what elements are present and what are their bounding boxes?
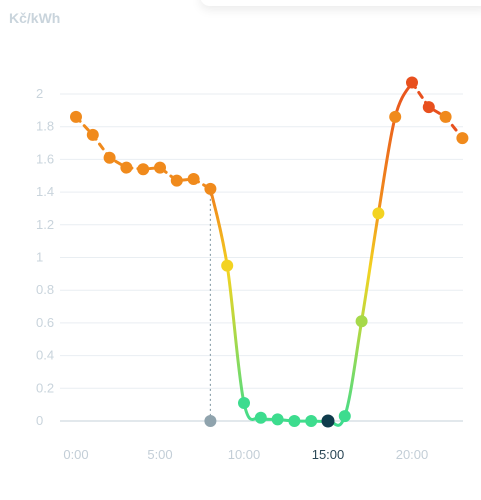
y-axis-ticks: 0 0.2 0.4 0.6 0.8 1 1.2 1.4 1.6 1.8 2: [36, 86, 54, 428]
data-point[interactable]: [288, 415, 301, 427]
data-point[interactable]: [238, 397, 250, 410]
x-tick-label: 20:00: [396, 447, 429, 462]
data-point[interactable]: [204, 182, 217, 195]
data-point[interactable]: [439, 110, 452, 123]
data-point[interactable]: [120, 161, 133, 174]
series-line-tail: [410, 81, 464, 140]
unit-label: Kč/kWh: [9, 10, 61, 26]
x-tick-label: 0:00: [63, 447, 88, 462]
y-tick-label: 1.4: [36, 184, 54, 199]
data-point[interactable]: [154, 161, 166, 174]
data-point[interactable]: [86, 128, 99, 141]
data-point[interactable]: [422, 101, 435, 114]
data-point[interactable]: [271, 413, 284, 426]
data-point[interactable]: [338, 410, 351, 423]
y-tick-label: 1.6: [36, 151, 54, 166]
marked-hour-marker[interactable]: [204, 415, 217, 427]
x-tick-label: 15:00: [312, 447, 345, 462]
x-tick-label: 10:00: [228, 447, 261, 462]
y-tick-label: 1.2: [36, 217, 54, 232]
price-series: [74, 81, 464, 427]
grid-lines: [60, 93, 463, 422]
data-point[interactable]: [187, 173, 200, 186]
y-tick-label: 1.8: [36, 119, 54, 134]
data-point[interactable]: [103, 151, 116, 164]
x-tick-label: 5:00: [147, 447, 172, 462]
data-point[interactable]: [355, 315, 368, 328]
y-tick-label: 1: [36, 250, 43, 265]
data-point[interactable]: [456, 132, 469, 145]
y-tick-label: 2: [36, 86, 43, 101]
data-point[interactable]: [221, 259, 234, 272]
y-tick-label: 0.8: [36, 282, 54, 297]
series-line-future: [208, 81, 414, 427]
data-point[interactable]: [406, 76, 418, 89]
data-point[interactable]: [305, 415, 318, 427]
x-axis-ticks: 0:00 5:00 10:00 15:00 20:00: [63, 447, 428, 462]
y-tick-label: 0.4: [36, 348, 54, 363]
price-points[interactable]: [70, 76, 469, 428]
data-point[interactable]: [372, 207, 385, 220]
y-tick-label: 0.2: [36, 380, 54, 395]
data-point[interactable]: [137, 163, 150, 176]
selected-hour-marker[interactable]: [321, 414, 335, 428]
y-tick-label: 0: [36, 413, 43, 428]
data-point[interactable]: [389, 110, 402, 123]
data-point[interactable]: [170, 174, 183, 187]
data-point[interactable]: [254, 411, 267, 424]
y-tick-label: 0.6: [36, 315, 54, 330]
top-card-shadow: [200, 0, 481, 6]
data-point[interactable]: [70, 110, 82, 123]
